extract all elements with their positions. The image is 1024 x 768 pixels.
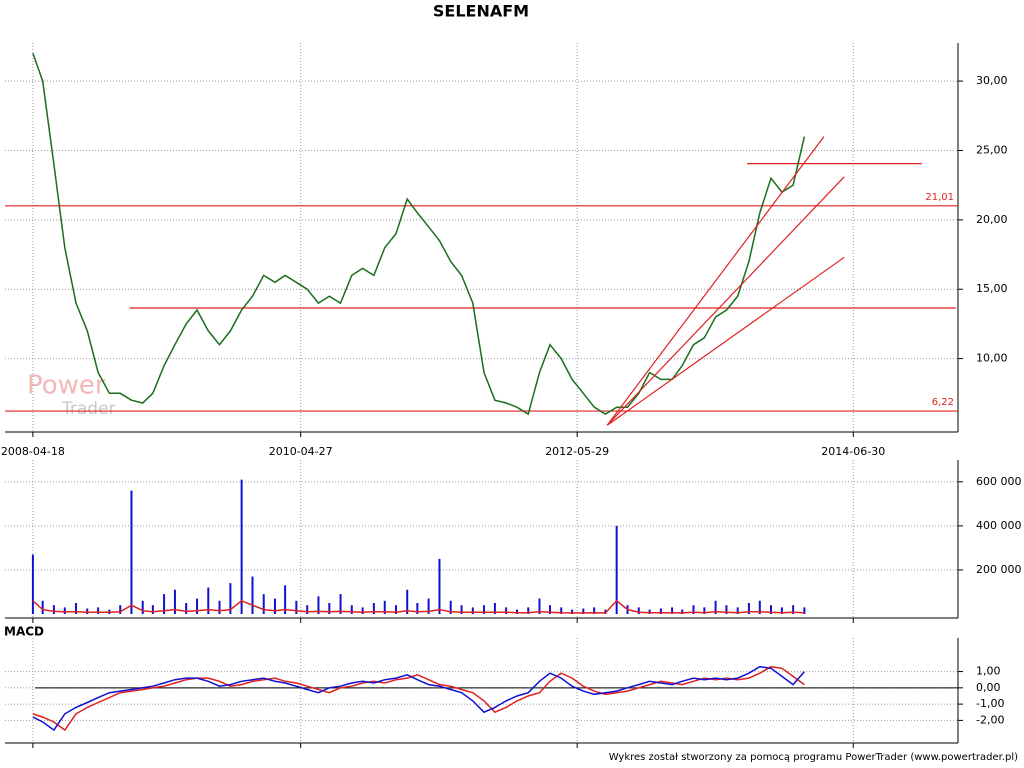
x-tick-label: 2008-04-18 bbox=[1, 445, 65, 458]
y-tick-label: -2,00 bbox=[976, 713, 1004, 726]
horizontal-line-label: 6,22 bbox=[932, 397, 954, 408]
horizontal-line-label: 21,01 bbox=[925, 192, 954, 203]
footer: Wykres został stworzony za pomocą progra… bbox=[609, 752, 1018, 763]
trend-line bbox=[606, 136, 825, 426]
x-tick-label: 2012-05-29 bbox=[545, 445, 609, 458]
trend-line bbox=[606, 256, 845, 426]
trend-line bbox=[606, 176, 845, 426]
y-tick-label: 200 000 bbox=[976, 563, 1022, 576]
y-tick-label: 30,00 bbox=[976, 74, 1008, 87]
series-line bbox=[32, 599, 805, 614]
series-line bbox=[32, 665, 805, 732]
x-tick-label: 2010-04-27 bbox=[269, 445, 333, 458]
panel-label: MACD bbox=[4, 625, 44, 639]
watermark: Power bbox=[27, 371, 106, 401]
y-tick-label: 20,00 bbox=[976, 213, 1008, 226]
chart-title: SELENAFM bbox=[433, 2, 529, 21]
y-tick-label: 400 000 bbox=[976, 519, 1022, 532]
watermark: Trader bbox=[61, 399, 116, 419]
y-tick-label: 15,00 bbox=[976, 282, 1008, 295]
y-tick-label: 25,00 bbox=[976, 143, 1008, 156]
y-tick-label: 1,00 bbox=[976, 665, 1001, 678]
y-tick-label: -1,00 bbox=[976, 697, 1004, 710]
y-tick-label: 600 000 bbox=[976, 475, 1022, 488]
y-tick-label: 10,00 bbox=[976, 352, 1008, 365]
series-line bbox=[32, 53, 806, 416]
x-tick-label: 2014-06-30 bbox=[821, 445, 885, 458]
y-tick-label: 0,00 bbox=[976, 681, 1001, 694]
